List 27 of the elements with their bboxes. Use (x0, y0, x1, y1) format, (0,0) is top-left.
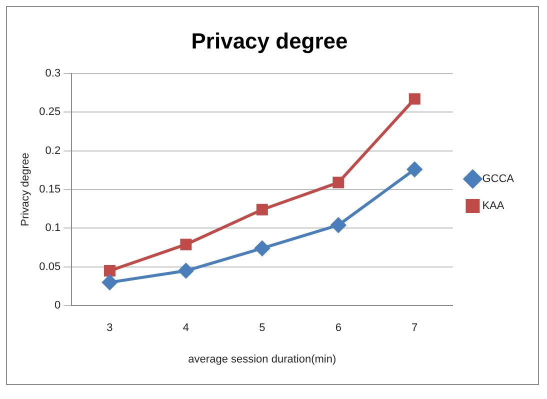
point (102, 274, 118, 290)
x-tick-label: 3 (106, 322, 113, 334)
point (408, 93, 420, 105)
x-tick-label: 7 (412, 322, 418, 334)
point (407, 162, 422, 177)
x-tick-label: 4 (182, 322, 190, 334)
chart-title: Privacy degree (191, 28, 348, 54)
x-tick-label: 6 (335, 322, 342, 334)
point (178, 263, 194, 278)
x-axis-title: average session duration(min) (188, 353, 336, 366)
y-tick-label: 0.2 (45, 144, 61, 157)
x-tick-label: 5 (259, 322, 266, 334)
point (330, 218, 346, 233)
point (256, 204, 268, 216)
point (180, 238, 192, 250)
legend-label: GCCA (482, 173, 515, 186)
y-tick-label: 0.05 (39, 260, 61, 273)
y-tick-label: 0 (54, 300, 61, 312)
point (332, 176, 344, 188)
point (254, 240, 270, 256)
point (104, 265, 116, 277)
y-axis-title: Privacy degree (20, 152, 32, 226)
legend-label: KAA (482, 200, 505, 212)
y-tick-label: 0.1 (45, 222, 61, 234)
y-tick-label: 0.3 (45, 67, 61, 80)
y-tick-label: 0.15 (39, 184, 61, 196)
y-tick-label: 0.25 (39, 106, 61, 118)
